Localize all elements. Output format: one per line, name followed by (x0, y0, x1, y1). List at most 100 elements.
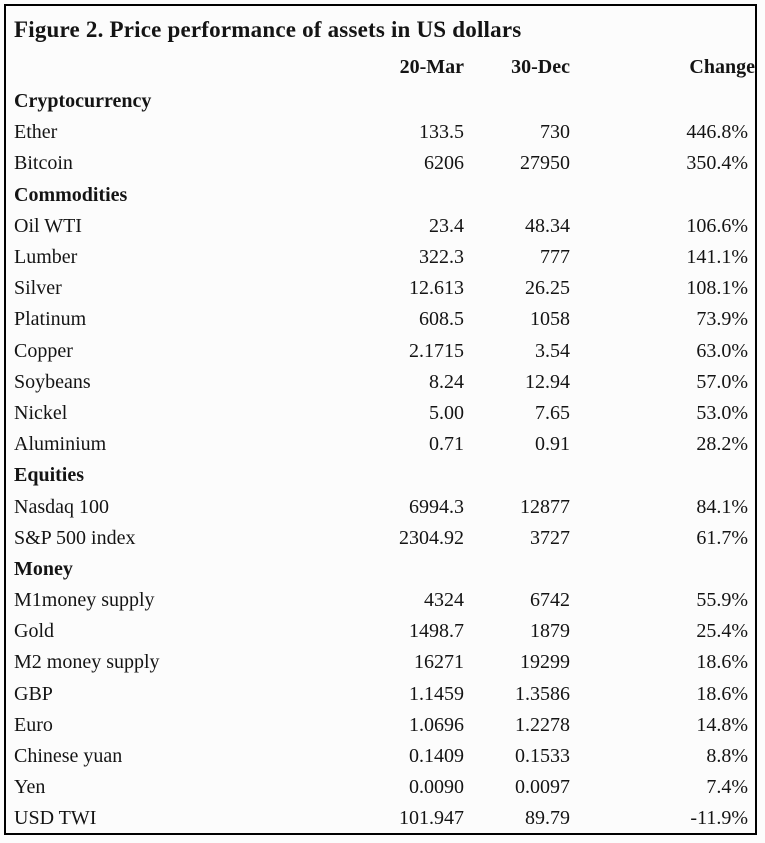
value-change: 7.4% (706, 776, 748, 799)
asset-name: Euro (14, 713, 53, 736)
value-30-dec: 12.94 (525, 370, 570, 393)
value-change: 55.9% (696, 589, 748, 612)
value-30-dec: 777 (540, 246, 570, 269)
value-change: 106.6% (686, 214, 748, 237)
asset-name: Nasdaq 100 (14, 495, 109, 518)
value-20-mar: 101.947 (399, 807, 464, 830)
table-row: Euro 1.0696 1.2278 14.8% (6, 710, 755, 741)
value-20-mar: 1.0696 (409, 713, 464, 736)
value-30-dec: 0.1533 (515, 745, 570, 768)
value-20-mar: 2304.92 (399, 526, 464, 549)
asset-name: Platinum (14, 308, 87, 331)
value-20-mar: 0.71 (429, 433, 464, 456)
value-20-mar: 133.5 (419, 121, 464, 144)
asset-name: Bitcoin (14, 152, 73, 175)
value-20-mar: 16271 (414, 651, 464, 674)
section-header-row: Cryptocurrency (6, 86, 755, 117)
value-20-mar: 1498.7 (409, 620, 464, 643)
value-30-dec: 1879 (530, 620, 570, 643)
value-30-dec: 3727 (530, 526, 570, 549)
section-name: Money (14, 557, 73, 580)
table-row: Copper 2.1715 3.54 63.0% (6, 336, 755, 367)
value-20-mar: 2.1715 (409, 339, 464, 362)
section-name: Equities (14, 464, 85, 487)
asset-name: GBP (14, 682, 53, 705)
value-change: 57.0% (696, 370, 748, 393)
value-20-mar: 1.1459 (409, 682, 464, 705)
asset-name: M2 money supply (14, 651, 160, 674)
asset-name: USD TWI (14, 807, 97, 830)
value-change: 28.2% (696, 433, 748, 456)
value-20-mar: 5.00 (429, 401, 464, 424)
table-row: Soybeans 8.24 12.94 57.0% (6, 367, 755, 398)
value-change: 18.6% (696, 651, 748, 674)
figure-title: Figure 2. Price performance of assets in… (14, 17, 522, 42)
asset-name: Aluminium (14, 433, 107, 456)
value-30-dec: 27950 (520, 152, 570, 175)
section-header-row: Money (6, 554, 755, 585)
value-20-mar: 6994.3 (409, 495, 464, 518)
table-row: Lumber 322.3 777 141.1% (6, 242, 755, 273)
value-20-mar: 8.24 (429, 370, 464, 393)
value-30-dec: 26.25 (525, 277, 570, 300)
table-body: Cryptocurrency Ether 133.5 730 446.8% Bitcoin… (6, 86, 755, 833)
table-row: Nickel 5.00 7.65 53.0% (6, 398, 755, 429)
value-30-dec: 19299 (520, 651, 570, 674)
value-30-dec: 6742 (530, 589, 570, 612)
value-change: 14.8% (696, 713, 748, 736)
value-20-mar: 23.4 (429, 214, 464, 237)
value-30-dec: 12877 (520, 495, 570, 518)
table-row: Silver 12.613 26.25 108.1% (6, 273, 755, 304)
table-row: M2 money supply 16271 19299 18.6% (6, 647, 755, 678)
section-header-row: Commodities (6, 180, 755, 211)
value-20-mar: 608.5 (419, 308, 464, 331)
asset-name: Chinese yuan (14, 745, 123, 768)
asset-name: Nickel (14, 401, 68, 424)
value-change: 61.7% (696, 526, 748, 549)
table-row: Aluminium 0.71 0.91 28.2% (6, 429, 755, 460)
table-row: Platinum 608.5 1058 73.9% (6, 304, 755, 335)
asset-name: Yen (14, 776, 46, 799)
column-header-change: Change (689, 55, 755, 78)
column-header-30-dec: 30-Dec (511, 55, 570, 78)
table-row: Gold 1498.7 1879 25.4% (6, 616, 755, 647)
table-row: M1money supply 4324 6742 55.9% (6, 585, 755, 616)
value-change: 53.0% (696, 401, 748, 424)
value-change: 63.0% (696, 339, 748, 362)
value-change: 18.6% (696, 682, 748, 705)
price-performance-table: 20-Mar 30-Dec Change Cryptocurrency Ether… (6, 48, 755, 833)
value-30-dec: 89.79 (525, 807, 570, 830)
value-20-mar: 6206 (424, 152, 464, 175)
section-name: Cryptocurrency (14, 90, 152, 113)
value-30-dec: 1.3586 (515, 682, 570, 705)
value-20-mar: 0.0090 (409, 776, 464, 799)
value-30-dec: 0.91 (535, 433, 570, 456)
value-20-mar: 4324 (424, 589, 464, 612)
value-change: 84.1% (696, 495, 748, 518)
value-30-dec: 1.2278 (515, 713, 570, 736)
asset-name: M1money supply (14, 589, 155, 612)
value-20-mar: 0.1409 (409, 745, 464, 768)
asset-name: Silver (14, 277, 62, 300)
value-30-dec: 7.65 (535, 401, 570, 424)
value-change: 8.8% (706, 745, 748, 768)
value-30-dec: 48.34 (525, 214, 570, 237)
asset-name: Lumber (14, 246, 78, 269)
table-row: GBP 1.1459 1.3586 18.6% (6, 679, 755, 710)
table-row: Nasdaq 100 6994.3 12877 84.1% (6, 491, 755, 522)
table-row: USD TWI 101.947 89.79 -11.9% (6, 803, 755, 833)
asset-name: Ether (14, 121, 58, 144)
value-change: -11.9% (690, 807, 748, 830)
value-change: 446.8% (686, 121, 748, 144)
table-row: Oil WTI 23.4 48.34 106.6% (6, 211, 755, 242)
value-change: 73.9% (696, 308, 748, 331)
table-row: Ether 133.5 730 446.8% (6, 117, 755, 148)
asset-name: Copper (14, 339, 73, 362)
value-20-mar: 322.3 (419, 246, 464, 269)
value-30-dec: 730 (540, 121, 570, 144)
section-header-row: Equities (6, 460, 755, 491)
asset-name: Soybeans (14, 370, 91, 393)
column-header-20-mar: 20-Mar (399, 55, 464, 78)
figure-table-frame: Figure 2. Price performance of assets in… (4, 4, 757, 835)
table-row: Bitcoin 6206 27950 350.4% (6, 148, 755, 179)
